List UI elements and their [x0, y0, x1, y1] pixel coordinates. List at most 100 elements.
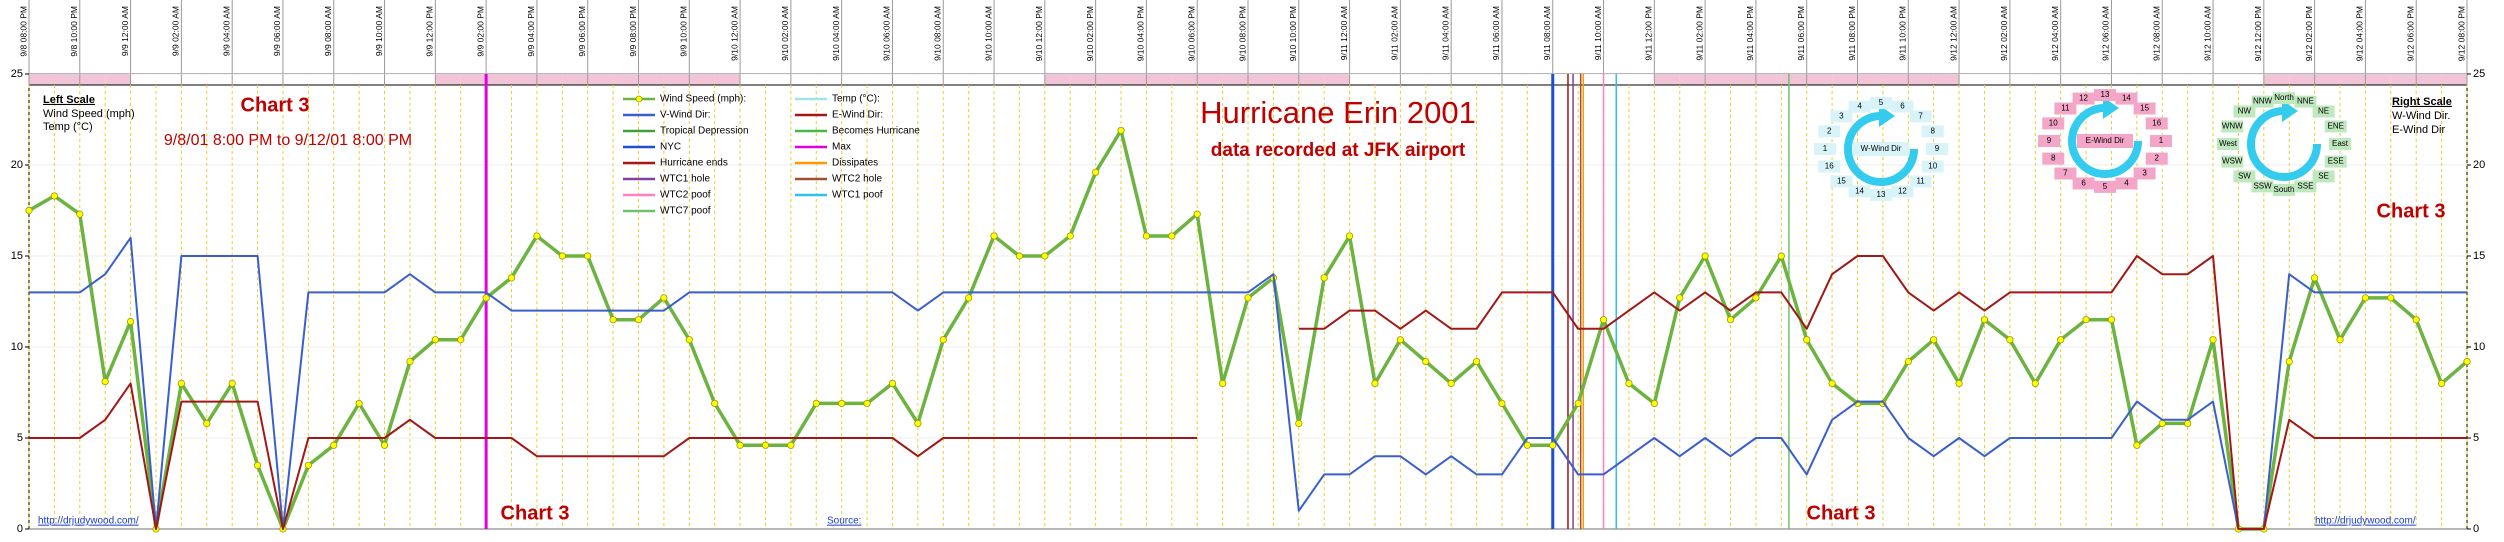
data-point — [1904, 357, 1912, 366]
diagram-arrow — [2068, 104, 2142, 178]
x-tick-label: 9/10 12:00 AM — [729, 6, 739, 61]
header-band — [1959, 74, 1985, 85]
date-range: 9/8/01 8:00 PM to 9/12/01 8:00 PM — [164, 132, 412, 149]
diagram-point-box — [2294, 180, 2317, 193]
diagram-point: SSE — [2297, 182, 2313, 191]
header-band — [181, 74, 207, 85]
diagram-point: 9 — [2047, 136, 2052, 145]
header-band — [2416, 74, 2442, 85]
x-tick-label: 9/9 04:00 AM — [221, 6, 231, 56]
right-scale-line: W-Wind Dir. — [2392, 110, 2450, 122]
diagram-arrow — [1844, 112, 1918, 186]
diagram-point-box — [2233, 170, 2256, 183]
data-point — [101, 377, 109, 386]
legend-label: WTC2 poof — [660, 190, 711, 201]
data-point — [1650, 399, 1658, 408]
diagram-point: 15 — [1837, 177, 1846, 186]
y-tick-label: 5 — [17, 432, 23, 444]
y-tick-label: 25 — [11, 68, 23, 80]
header-band — [2390, 74, 2417, 85]
x-tick-label: 9/12 12:00 PM — [2253, 6, 2263, 61]
header-band — [638, 74, 664, 85]
header-band — [1070, 74, 1096, 85]
x-tick-label: 9/9 10:00 PM — [679, 6, 689, 57]
header-band — [2238, 74, 2264, 85]
diagram-point-box — [2312, 170, 2335, 183]
diagram-arrowhead — [1879, 105, 1895, 127]
link[interactable]: http://drjudywood.com/ — [38, 516, 139, 527]
data-point — [1574, 399, 1582, 408]
data-point — [406, 357, 414, 366]
header-band — [1552, 74, 1579, 85]
diagram-point-box — [2273, 92, 2295, 105]
header-band — [892, 74, 918, 85]
y-tick-label: 20 — [11, 159, 23, 171]
diagram-arrowhead — [2282, 100, 2298, 122]
data-point — [1803, 336, 1811, 344]
header-band — [130, 74, 156, 85]
x-tick-label: 9/10 04:00 AM — [831, 6, 841, 61]
header-band — [1705, 74, 1731, 85]
data-point — [1726, 316, 1735, 324]
header-band — [2060, 74, 2087, 85]
left-scale-line: Wind Speed (mph) — [43, 108, 135, 120]
diagram-point-box — [2329, 138, 2351, 150]
diagram-point: 8 — [1931, 127, 1936, 136]
diagram-point-box — [2038, 135, 2060, 147]
diagram-point-box — [2042, 117, 2065, 130]
header-band — [1578, 74, 1604, 85]
data-point — [1498, 399, 1506, 408]
diagram-point: 14 — [1855, 187, 1864, 196]
data-point — [1422, 357, 1430, 366]
data-point — [1092, 168, 1100, 176]
legend-label: E-Wind Dir: — [832, 110, 883, 121]
data-point — [2463, 357, 2471, 366]
diagram-point: 2 — [1827, 127, 1832, 136]
diagram-point: 4 — [2124, 179, 2129, 188]
diagram-point: WNW — [2222, 122, 2243, 131]
header-band — [2365, 74, 2391, 85]
diagram-point: 3 — [2142, 169, 2147, 178]
diagram-point-box — [1891, 100, 1914, 113]
x-tick-label: 9/12 06:00 AM — [2101, 6, 2111, 61]
diagram-point-box — [2312, 105, 2335, 118]
diagram-point-box — [1891, 185, 1914, 198]
link[interactable]: http://drjudywood.com/ — [2315, 516, 2416, 527]
data-point — [1701, 252, 1709, 260]
x-tick-label: 9/11 10:00 PM — [1898, 6, 1908, 61]
diagram-point: 10 — [2049, 119, 2058, 128]
diagram-point-box — [2145, 152, 2168, 165]
x-tick-label: 9/11 12:00 AM — [1339, 6, 1349, 60]
diagram-point: 1 — [1823, 144, 1828, 153]
x-tick-label: 9/10 10:00 PM — [1288, 6, 1298, 61]
diagram-point: NE — [2318, 107, 2329, 116]
diagram-point: SE — [2318, 172, 2329, 181]
x-tick-label: 9/10 06:00 PM — [1186, 6, 1196, 61]
diagram-point: NNE — [2297, 97, 2314, 106]
x-tick-label: 9/8 08:00 PM — [18, 6, 28, 57]
x-tick-label: 9/12 02:00 AM — [1999, 6, 2009, 61]
data-point — [330, 441, 338, 449]
left-scale-title: Left Scale — [43, 94, 95, 106]
header-band — [511, 74, 537, 85]
header-band — [1501, 74, 1528, 85]
header-band — [1527, 74, 1553, 85]
x-tick-label: 9/11 08:00 AM — [1542, 6, 1552, 60]
header-band — [2187, 74, 2214, 85]
x-tick-label: 9/11 12:00 PM — [1644, 6, 1654, 61]
data-point — [1041, 252, 1049, 260]
header-band — [308, 74, 334, 85]
data-point — [2184, 419, 2192, 428]
header-band — [1197, 74, 1223, 85]
header-band — [1857, 74, 1883, 85]
legend-label: Temp (°C): — [832, 94, 880, 105]
data-point — [863, 399, 871, 408]
diagram-point-box — [1909, 110, 1932, 123]
x-tick-label: 9/10 08:00 PM — [1237, 6, 1247, 61]
x-tick-label: 9/11 06:00 AM — [1491, 6, 1501, 60]
header-band — [968, 74, 995, 85]
data-point — [685, 336, 693, 344]
header-band — [105, 74, 131, 85]
right-scale-line: E-Wind Dir — [2392, 124, 2446, 136]
diagram-point-box — [1830, 110, 1853, 123]
